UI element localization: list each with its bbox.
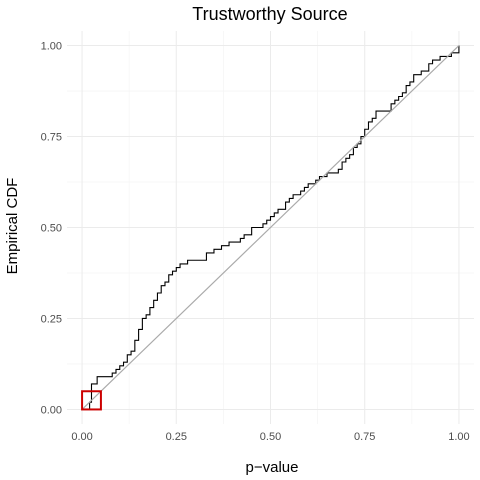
- y-tick-label: 1.00: [41, 41, 62, 53]
- y-axis-ticks: 0.00 0.25 0.50 0.75 1.00: [41, 41, 62, 417]
- plot-grid: [67, 31, 474, 424]
- x-tick-label: 1.00: [448, 431, 469, 443]
- y-tick-label: 0.50: [41, 223, 62, 235]
- chart-title: Trustworthy Source: [192, 4, 347, 24]
- x-tick-label: 0.50: [260, 431, 281, 443]
- x-axis-title: p−value: [246, 459, 299, 476]
- y-tick-label: 0.75: [41, 132, 62, 144]
- highlight-region: [81, 390, 102, 411]
- uniform-reference-line: [81, 45, 460, 410]
- y-tick-label: 0.25: [41, 313, 62, 325]
- y-tick-label: 0.00: [41, 404, 62, 416]
- ecdf-step-line: [82, 45, 460, 410]
- x-axis-ticks: 0.00 0.25 0.50 0.75 1.00: [71, 431, 469, 443]
- plot-series: [81, 45, 460, 410]
- significance-highlight-box: [81, 390, 102, 411]
- x-tick-label: 0.00: [71, 431, 92, 443]
- y-axis-title: Empirical CDF: [4, 178, 21, 275]
- x-tick-label: 0.75: [354, 431, 375, 443]
- x-tick-label: 0.25: [166, 431, 187, 443]
